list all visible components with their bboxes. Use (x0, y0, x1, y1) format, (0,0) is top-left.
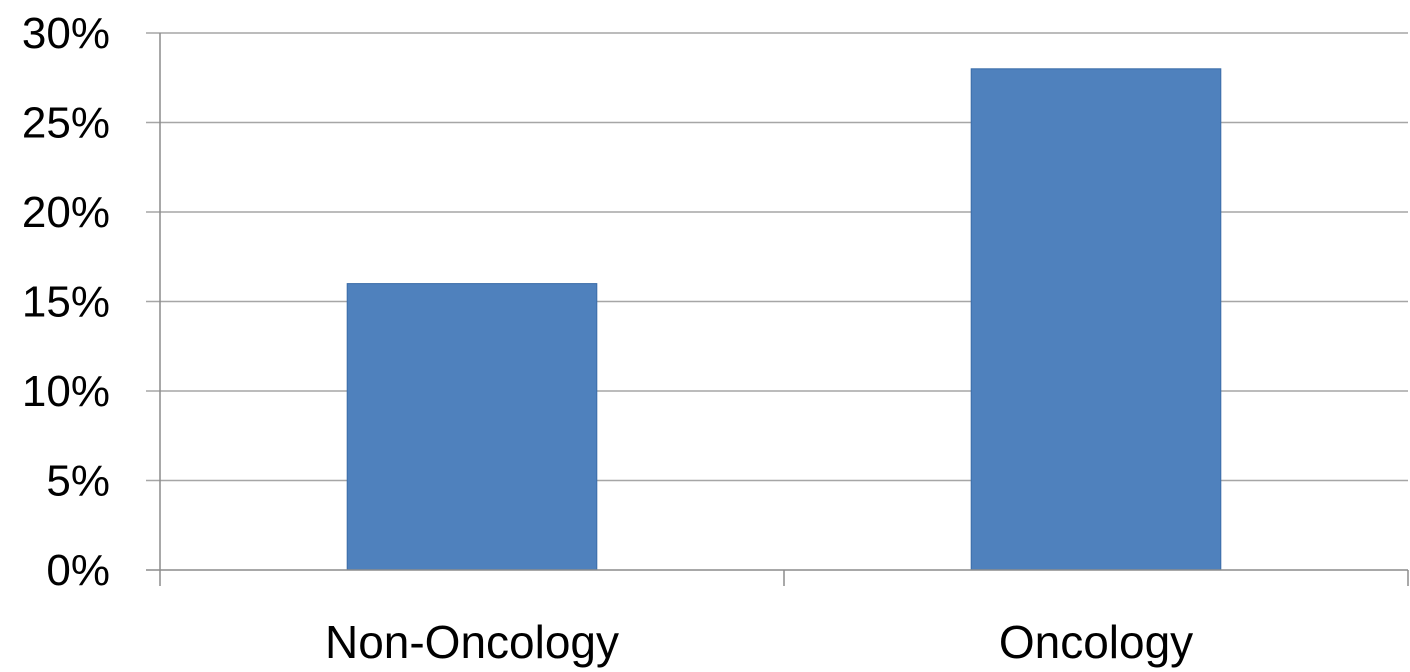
bar-non-oncology (346, 283, 598, 571)
bar-oncology (970, 68, 1222, 571)
y-tick-label: 0% (46, 546, 110, 595)
y-tick-label: 5% (46, 457, 110, 506)
y-tick-labels: 0% 5% 10% 15% 20% 25% 30% (22, 9, 110, 595)
x-category-label: Non-Oncology (325, 616, 619, 668)
y-tick-label: 25% (22, 99, 110, 148)
axes (146, 33, 1409, 586)
x-category-label: Oncology (999, 616, 1193, 668)
y-tick-label: 10% (22, 367, 110, 416)
y-tick-label: 15% (22, 278, 110, 327)
y-tick-label: 20% (22, 188, 110, 237)
bars (346, 68, 1222, 571)
x-category-labels: Non-Oncology Oncology (325, 616, 1193, 668)
y-tick-label: 30% (22, 9, 110, 58)
